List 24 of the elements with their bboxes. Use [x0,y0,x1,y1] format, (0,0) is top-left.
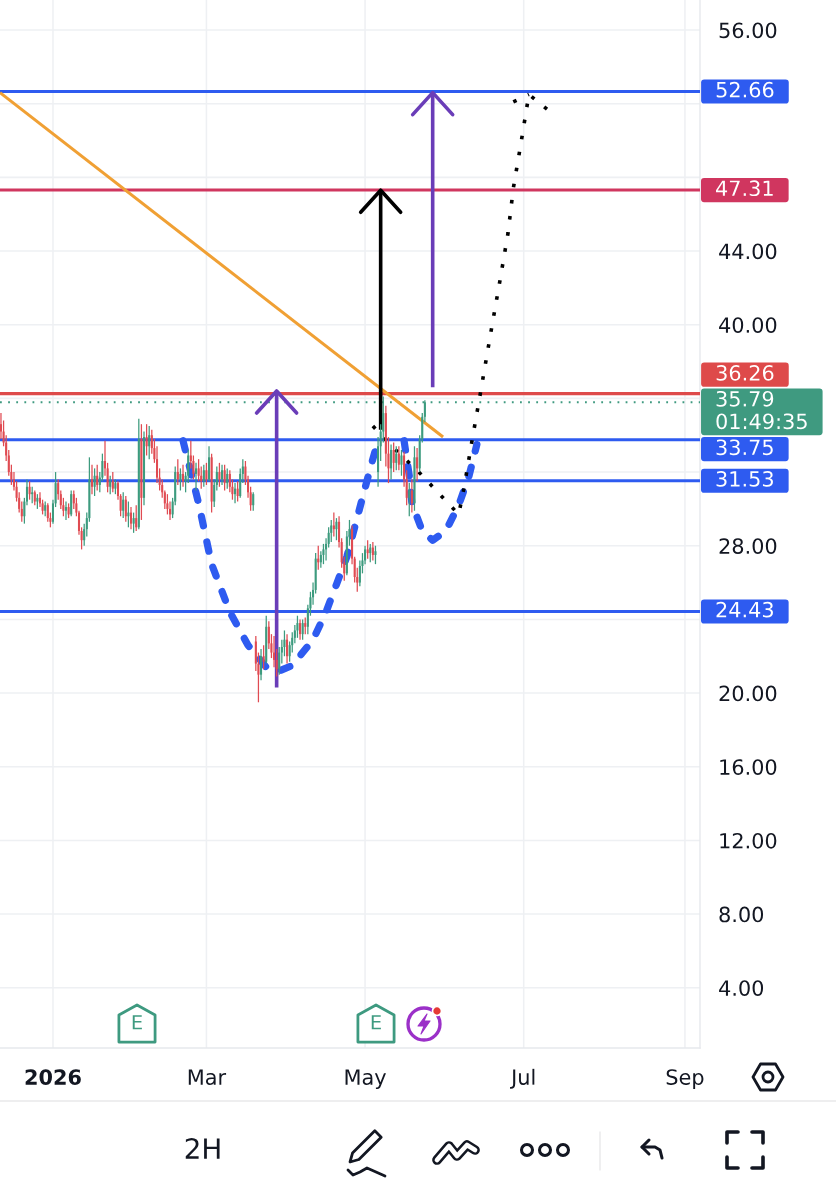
text: 2H [185,1138,220,1159]
y-tick-label: 8.00 [719,906,764,923]
y-tick-label: 44.00 [719,243,777,260]
x-tick-label: Sep [666,1069,704,1089]
y-tick-label: 12.00 [720,832,777,849]
ref-line-label: 31.53 [716,471,773,487]
y-tick-label: 4.00 [719,980,764,996]
y-tick-label: 56.00 [719,22,777,39]
y-tick-label: 28.00 [719,538,777,554]
annotation: E [371,1015,381,1030]
ref-line-label: 36.26 [716,364,774,381]
ref-line-label: 47.31 [716,180,773,197]
ref-line-label: 52.66 [716,81,774,98]
x-tick-label: Mar [188,1069,227,1085]
annotation: E [132,1015,142,1030]
ref-line-label: 35.79 01:49:35 [716,390,807,430]
x-tick-label: Jul [510,1068,535,1089]
ref-line-label: 24.43 [716,601,773,618]
ref-line-label: 33.75 [716,439,773,456]
y-tick-label: 40.00 [719,317,777,333]
y-tick-label: 20.00 [719,685,777,702]
y-tick-label: 16.00 [720,759,777,775]
x-tick-label: 2026 [25,1069,81,1085]
x-tick-label: May [345,1069,386,1089]
